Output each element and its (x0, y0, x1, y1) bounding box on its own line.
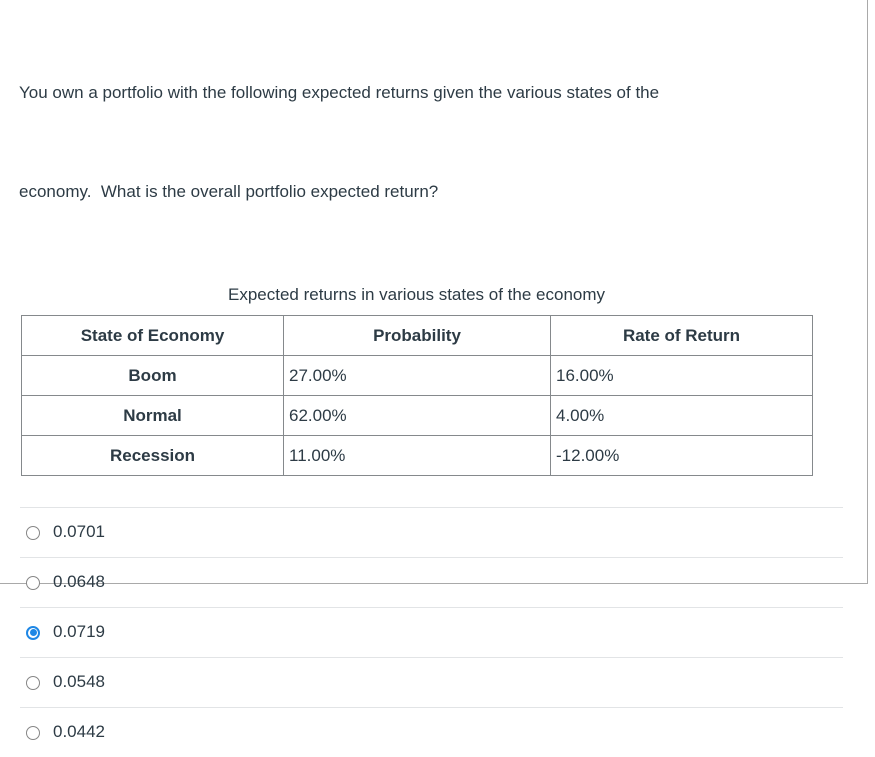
column-header-rate: Rate of Return (550, 315, 813, 356)
answer-option-label: 0.0719 (53, 622, 105, 641)
table-row: Recession 11.00% -12.00% (21, 435, 813, 476)
table-row: Normal 62.00% 4.00% (21, 395, 813, 436)
rate-cell: 4.00% (550, 395, 813, 436)
answer-option-label: 0.0442 (53, 722, 105, 741)
state-cell: Recession (21, 435, 284, 476)
question-panel: You own a portfolio with the following e… (0, 0, 868, 740)
radio-button-icon[interactable] (26, 625, 40, 640)
answer-option-label: 0.0648 (53, 572, 105, 591)
answer-option-label: 0.0701 (53, 522, 105, 541)
radio-button-icon[interactable] (26, 675, 40, 690)
probability-cell: 62.00% (283, 395, 551, 436)
rate-cell: 16.00% (550, 355, 813, 396)
answer-option[interactable]: 0.0548 (20, 657, 843, 707)
table-row: Boom 27.00% 16.00% (21, 355, 813, 396)
column-header-state: State of Economy (21, 315, 284, 356)
question-text: You own a portfolio with the following e… (19, 10, 819, 274)
question-line-2: economy. What is the overall portfolio e… (19, 182, 439, 201)
answer-option[interactable]: 0.0719 (20, 607, 843, 657)
rate-cell: -12.00% (550, 435, 813, 476)
radio-button-icon[interactable] (26, 575, 40, 590)
answer-option[interactable]: 0.0648 (20, 557, 843, 607)
radio-button-icon[interactable] (26, 525, 40, 540)
table-caption: Expected returns in various states of th… (227, 285, 606, 304)
probability-cell: 27.00% (283, 355, 551, 396)
question-line-1: You own a portfolio with the following e… (19, 83, 660, 102)
radio-button-icon[interactable] (26, 725, 40, 740)
answer-option[interactable]: 0.0701 (20, 507, 843, 557)
answer-option-label: 0.0548 (53, 672, 105, 691)
expected-returns-table: State of Economy Probability Rate of Ret… (21, 315, 813, 476)
answer-option[interactable]: 0.0442 (20, 707, 843, 757)
answer-options: 0.0701 0.0648 0.0719 0.0548 0.0442 (20, 507, 843, 757)
probability-cell: 11.00% (283, 435, 551, 476)
state-cell: Boom (21, 355, 284, 396)
state-cell: Normal (21, 395, 284, 436)
column-header-probability: Probability (283, 315, 551, 356)
table-header-row: State of Economy Probability Rate of Ret… (21, 315, 813, 356)
